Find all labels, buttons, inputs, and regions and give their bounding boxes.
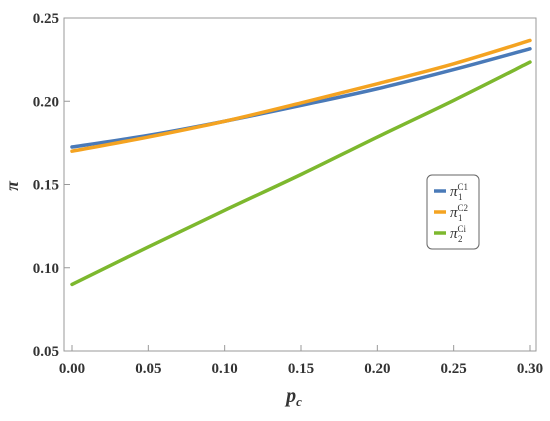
series-lines — [70, 38, 532, 287]
y-tick-label: 0.25 — [33, 11, 59, 27]
x-tick-label: 0.05 — [135, 361, 161, 377]
x-tick-label: 0.15 — [288, 361, 314, 377]
series-line-3 — [70, 60, 532, 287]
series-line-2 — [70, 38, 532, 153]
x-axis: 0.00 0.05 0.10 0.15 0.20 0.25 0.30 — [59, 345, 543, 377]
x-axis-title: pc — [284, 385, 302, 409]
legend-label-2: πC2 1 — [450, 203, 468, 223]
y-axis: 0.05 0.10 0.15 0.20 0.25 — [33, 11, 70, 360]
y-tick-label: 0.10 — [33, 261, 59, 277]
y-tick-label: 0.20 — [33, 94, 59, 110]
x-tick-label: 0.30 — [517, 361, 543, 377]
legend-label-1: πC1 1 — [450, 182, 468, 202]
y-tick-label: 0.05 — [33, 344, 59, 360]
legend-box — [426, 174, 480, 250]
x-axis-title-main: p — [284, 385, 296, 407]
y-axis-title: π — [2, 180, 22, 191]
x-tick-label: 0.10 — [212, 361, 238, 377]
x-tick-label: 0.25 — [441, 361, 467, 377]
x-tick-label: 0.20 — [364, 361, 390, 377]
y-tick-label: 0.15 — [33, 178, 59, 194]
x-axis-title-sub: c — [296, 394, 302, 409]
x-tick-label: 0.00 — [59, 361, 85, 377]
svg-text:pc: pc — [284, 385, 302, 409]
legend-label-3: πCi 2 — [450, 224, 467, 244]
